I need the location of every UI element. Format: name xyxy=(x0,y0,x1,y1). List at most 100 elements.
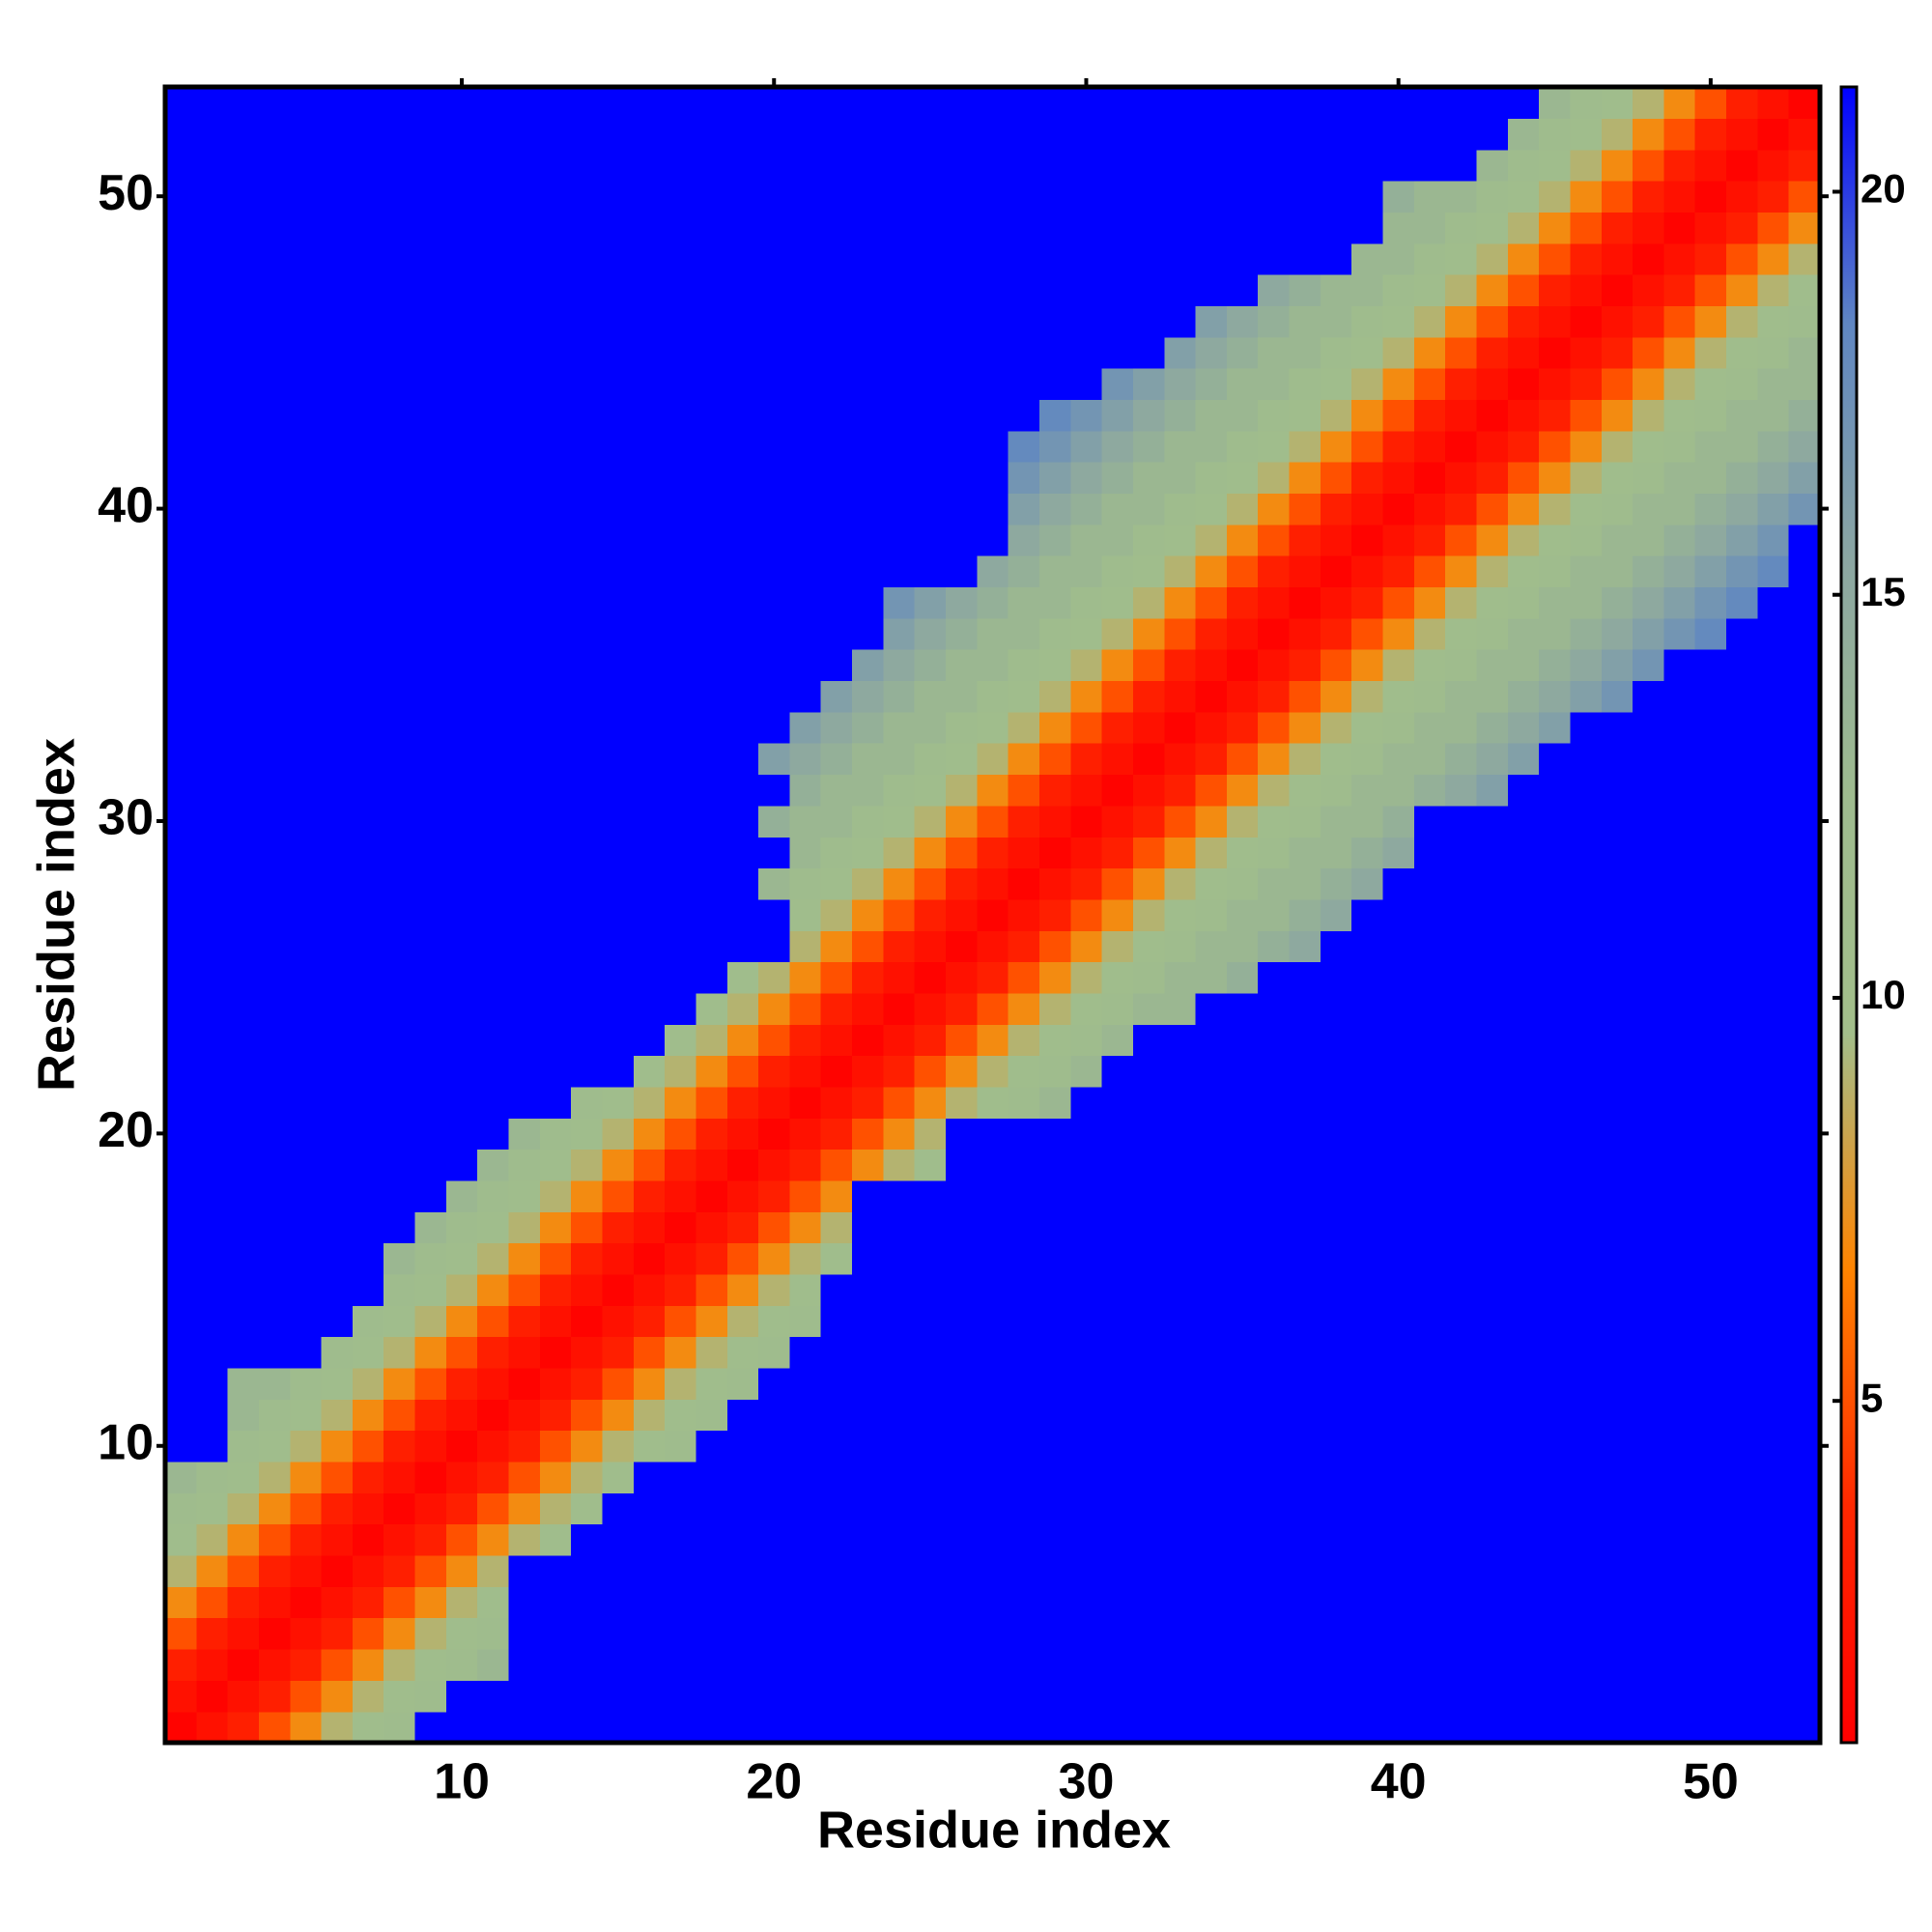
heatmap-cell xyxy=(1476,1399,1509,1432)
heatmap-cell xyxy=(789,1149,822,1181)
heatmap-cell xyxy=(1351,1179,1384,1212)
heatmap-cell xyxy=(384,930,416,963)
heatmap-cell xyxy=(665,961,697,994)
heatmap-cell xyxy=(1195,1273,1228,1306)
heatmap-cell xyxy=(1507,462,1540,495)
heatmap-cell xyxy=(1132,1179,1165,1212)
heatmap-cell xyxy=(1195,430,1228,463)
heatmap-cell xyxy=(1413,586,1446,619)
heatmap-cell xyxy=(290,242,323,275)
heatmap-cell xyxy=(571,212,604,244)
heatmap-cell xyxy=(571,274,604,306)
heatmap-cell xyxy=(445,1711,478,1744)
heatmap-cell xyxy=(789,399,822,432)
heatmap-cell xyxy=(1570,1305,1603,1338)
heatmap-cell xyxy=(946,87,978,119)
heatmap-cell xyxy=(1101,1336,1134,1369)
heatmap-cell xyxy=(914,1336,947,1369)
heatmap-cell xyxy=(1633,336,1664,369)
heatmap-cell xyxy=(789,181,822,213)
heatmap-cell xyxy=(1726,118,1758,151)
heatmap-cell xyxy=(1570,1399,1603,1432)
heatmap-cell xyxy=(1726,1305,1758,1338)
heatmap-cell xyxy=(384,1586,416,1619)
heatmap-cell xyxy=(1258,1024,1291,1057)
heatmap-cell xyxy=(1445,743,1478,776)
heatmap-cell xyxy=(1507,774,1540,807)
heatmap-cell xyxy=(1663,586,1696,619)
heatmap-cell xyxy=(1539,1024,1572,1057)
heatmap-cell xyxy=(196,1118,229,1151)
heatmap-cell xyxy=(1601,430,1634,463)
heatmap-cell xyxy=(977,1024,1009,1057)
heatmap-cell xyxy=(227,1118,260,1151)
heatmap-cell xyxy=(321,1179,354,1212)
heatmap-cell xyxy=(883,1336,916,1369)
heatmap-cell xyxy=(1788,399,1821,432)
heatmap-cell xyxy=(1038,212,1071,244)
heatmap-cell xyxy=(1320,1648,1352,1681)
heatmap-cell xyxy=(914,399,947,432)
heatmap-cell xyxy=(820,1523,853,1556)
heatmap-cell xyxy=(477,898,510,931)
heatmap-cell xyxy=(914,181,947,213)
heatmap-cell xyxy=(758,1242,791,1275)
heatmap-cell xyxy=(758,1367,791,1400)
heatmap-cell xyxy=(571,1211,604,1244)
heatmap-cell xyxy=(820,305,853,338)
heatmap-cell xyxy=(1445,680,1478,713)
heatmap-cell xyxy=(1507,149,1540,182)
heatmap-cell xyxy=(165,524,197,556)
heatmap-cell xyxy=(1694,617,1727,650)
heatmap-cell xyxy=(1445,898,1478,931)
heatmap-cell xyxy=(1070,368,1103,400)
heatmap-cell xyxy=(321,837,354,869)
heatmap-cell xyxy=(258,774,291,807)
heatmap-cell xyxy=(946,930,978,963)
heatmap-cell xyxy=(321,1492,354,1525)
heatmap-cell xyxy=(258,1586,291,1619)
heatmap-cell xyxy=(1694,118,1727,151)
heatmap-cell xyxy=(665,212,697,244)
heatmap-cell xyxy=(977,1492,1009,1525)
heatmap-cell xyxy=(914,462,947,495)
heatmap-cell xyxy=(1507,181,1540,213)
heatmap-cell xyxy=(321,898,354,931)
heatmap-cell xyxy=(321,305,354,338)
heatmap-cell xyxy=(1226,524,1259,556)
heatmap-cell xyxy=(1008,1399,1040,1432)
heatmap-cell xyxy=(883,961,916,994)
heatmap-cell xyxy=(1132,181,1165,213)
y-tick-label: 20 xyxy=(98,1102,154,1158)
heatmap-cell xyxy=(352,1492,384,1525)
heatmap-cell xyxy=(1101,1055,1134,1088)
heatmap-cell xyxy=(1663,898,1696,931)
heatmap-cell xyxy=(227,305,260,338)
heatmap-cell xyxy=(1445,87,1478,119)
heatmap-cell xyxy=(1413,1242,1446,1275)
heatmap-cell xyxy=(508,586,541,619)
heatmap-cell xyxy=(1258,274,1291,306)
heatmap-cell xyxy=(352,1024,384,1057)
heatmap-cell xyxy=(414,274,447,306)
heatmap-cell xyxy=(1320,87,1352,119)
heatmap-cell xyxy=(384,399,416,432)
heatmap-cell xyxy=(1601,1149,1634,1181)
heatmap-cell xyxy=(1539,336,1572,369)
heatmap-cell xyxy=(1351,1617,1384,1650)
heatmap-cell xyxy=(352,711,384,744)
heatmap-cell xyxy=(352,930,384,963)
heatmap-cell xyxy=(852,837,884,869)
heatmap-cell xyxy=(290,555,323,588)
heatmap-cell xyxy=(196,898,229,931)
heatmap-cell xyxy=(227,774,260,807)
heatmap-cell xyxy=(696,1648,728,1681)
heatmap-cell xyxy=(1382,1430,1415,1463)
heatmap-cell xyxy=(321,1086,354,1119)
heatmap-cell xyxy=(789,1024,822,1057)
heatmap-cell xyxy=(1164,1179,1197,1212)
heatmap-cell xyxy=(914,524,947,556)
heatmap-cell xyxy=(946,1024,978,1057)
heatmap-cell xyxy=(384,1149,416,1181)
heatmap-cell xyxy=(665,399,697,432)
